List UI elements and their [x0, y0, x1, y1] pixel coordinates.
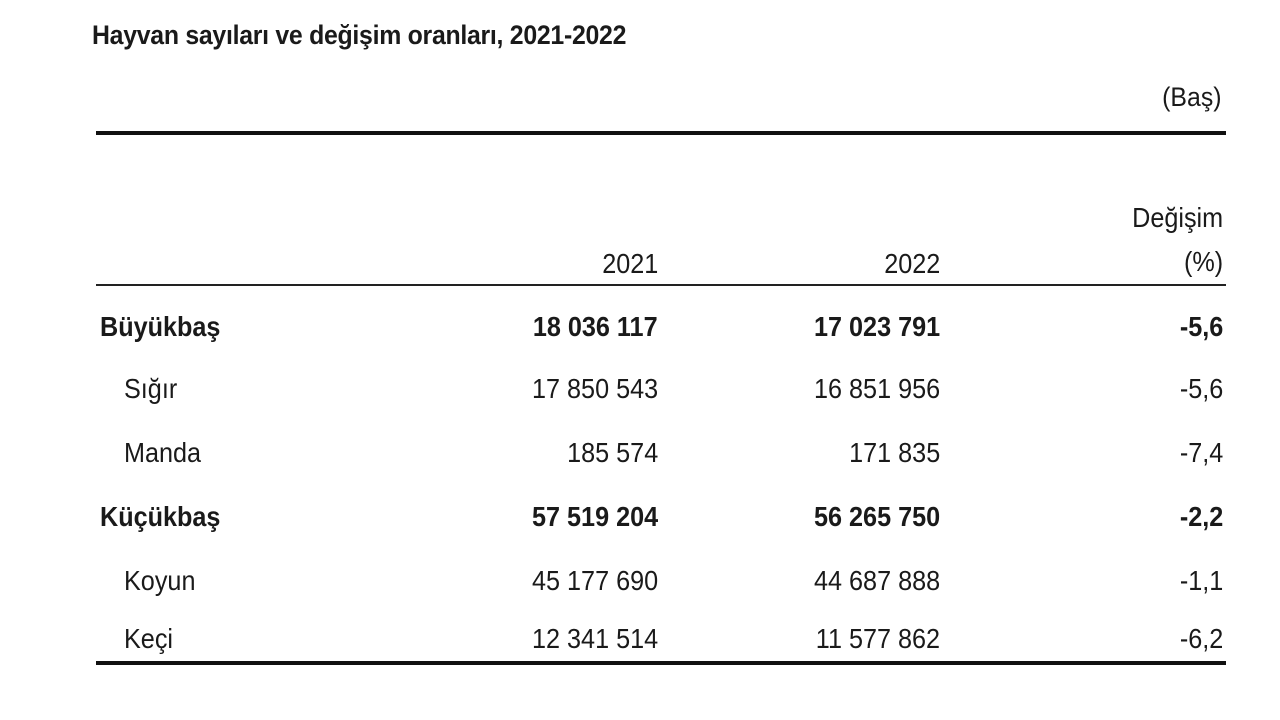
- value-2021: 18 036 117: [533, 311, 658, 342]
- table-row-manda: Manda 185 574 171 835 -7,4: [0, 421, 1280, 485]
- row-label: Manda: [124, 437, 202, 468]
- header-rule: [96, 284, 1226, 286]
- value-2022: 56 265 750: [813, 501, 940, 532]
- row-label: Büyükbaş: [100, 311, 221, 342]
- header-2021: 2021: [601, 248, 658, 279]
- table-row-koyun: Koyun 45 177 690 44 687 888 -1,1: [0, 549, 1280, 613]
- header-change-line1: Değişim: [1131, 202, 1223, 233]
- value-change: -5,6: [1179, 311, 1223, 342]
- value-change: -5,6: [1179, 373, 1223, 404]
- table-row-sigir: Sığır 17 850 543 16 851 956 -5,6: [0, 357, 1280, 421]
- value-2022: 11 577 862: [815, 623, 940, 654]
- value-2021: 57 519 204: [531, 501, 658, 532]
- value-2022: 44 687 888: [813, 565, 940, 596]
- header-change-line2: (%): [1183, 246, 1223, 277]
- value-2021: 185 574: [566, 437, 658, 468]
- table-title: Hayvan sayıları ve değişim oranları, 202…: [92, 20, 627, 50]
- value-2021: 12 341 514: [531, 623, 658, 654]
- row-label: Koyun: [124, 565, 196, 596]
- table-row-keci: Keçi 12 341 514 11 577 862 -6,2: [0, 607, 1280, 671]
- value-2022: 17 023 791: [813, 311, 940, 342]
- value-2022: 16 851 956: [813, 373, 940, 404]
- row-label: Keçi: [124, 623, 174, 654]
- header-change: Değişim (%): [1132, 196, 1223, 284]
- row-label: Küçükbaş: [100, 501, 221, 532]
- table-row-kucukbas: Küçükbaş 57 519 204 56 265 750 -2,2: [0, 485, 1280, 549]
- header-2022: 2022: [883, 248, 940, 279]
- table-row-buyukbas: Büyükbaş 18 036 117 17 023 791 -5,6: [0, 295, 1280, 359]
- value-2022: 171 835: [848, 437, 940, 468]
- unit-label: (Baş): [1162, 82, 1222, 112]
- value-2021: 45 177 690: [531, 565, 658, 596]
- row-label: Sığır: [124, 373, 178, 404]
- bottom-rule: [96, 661, 1226, 665]
- value-change: -2,2: [1179, 501, 1223, 532]
- top-rule: [96, 131, 1226, 135]
- value-2021: 17 850 543: [531, 373, 658, 404]
- value-change: -6,2: [1179, 623, 1223, 654]
- value-change: -7,4: [1179, 437, 1223, 468]
- value-change: -1,1: [1179, 565, 1223, 596]
